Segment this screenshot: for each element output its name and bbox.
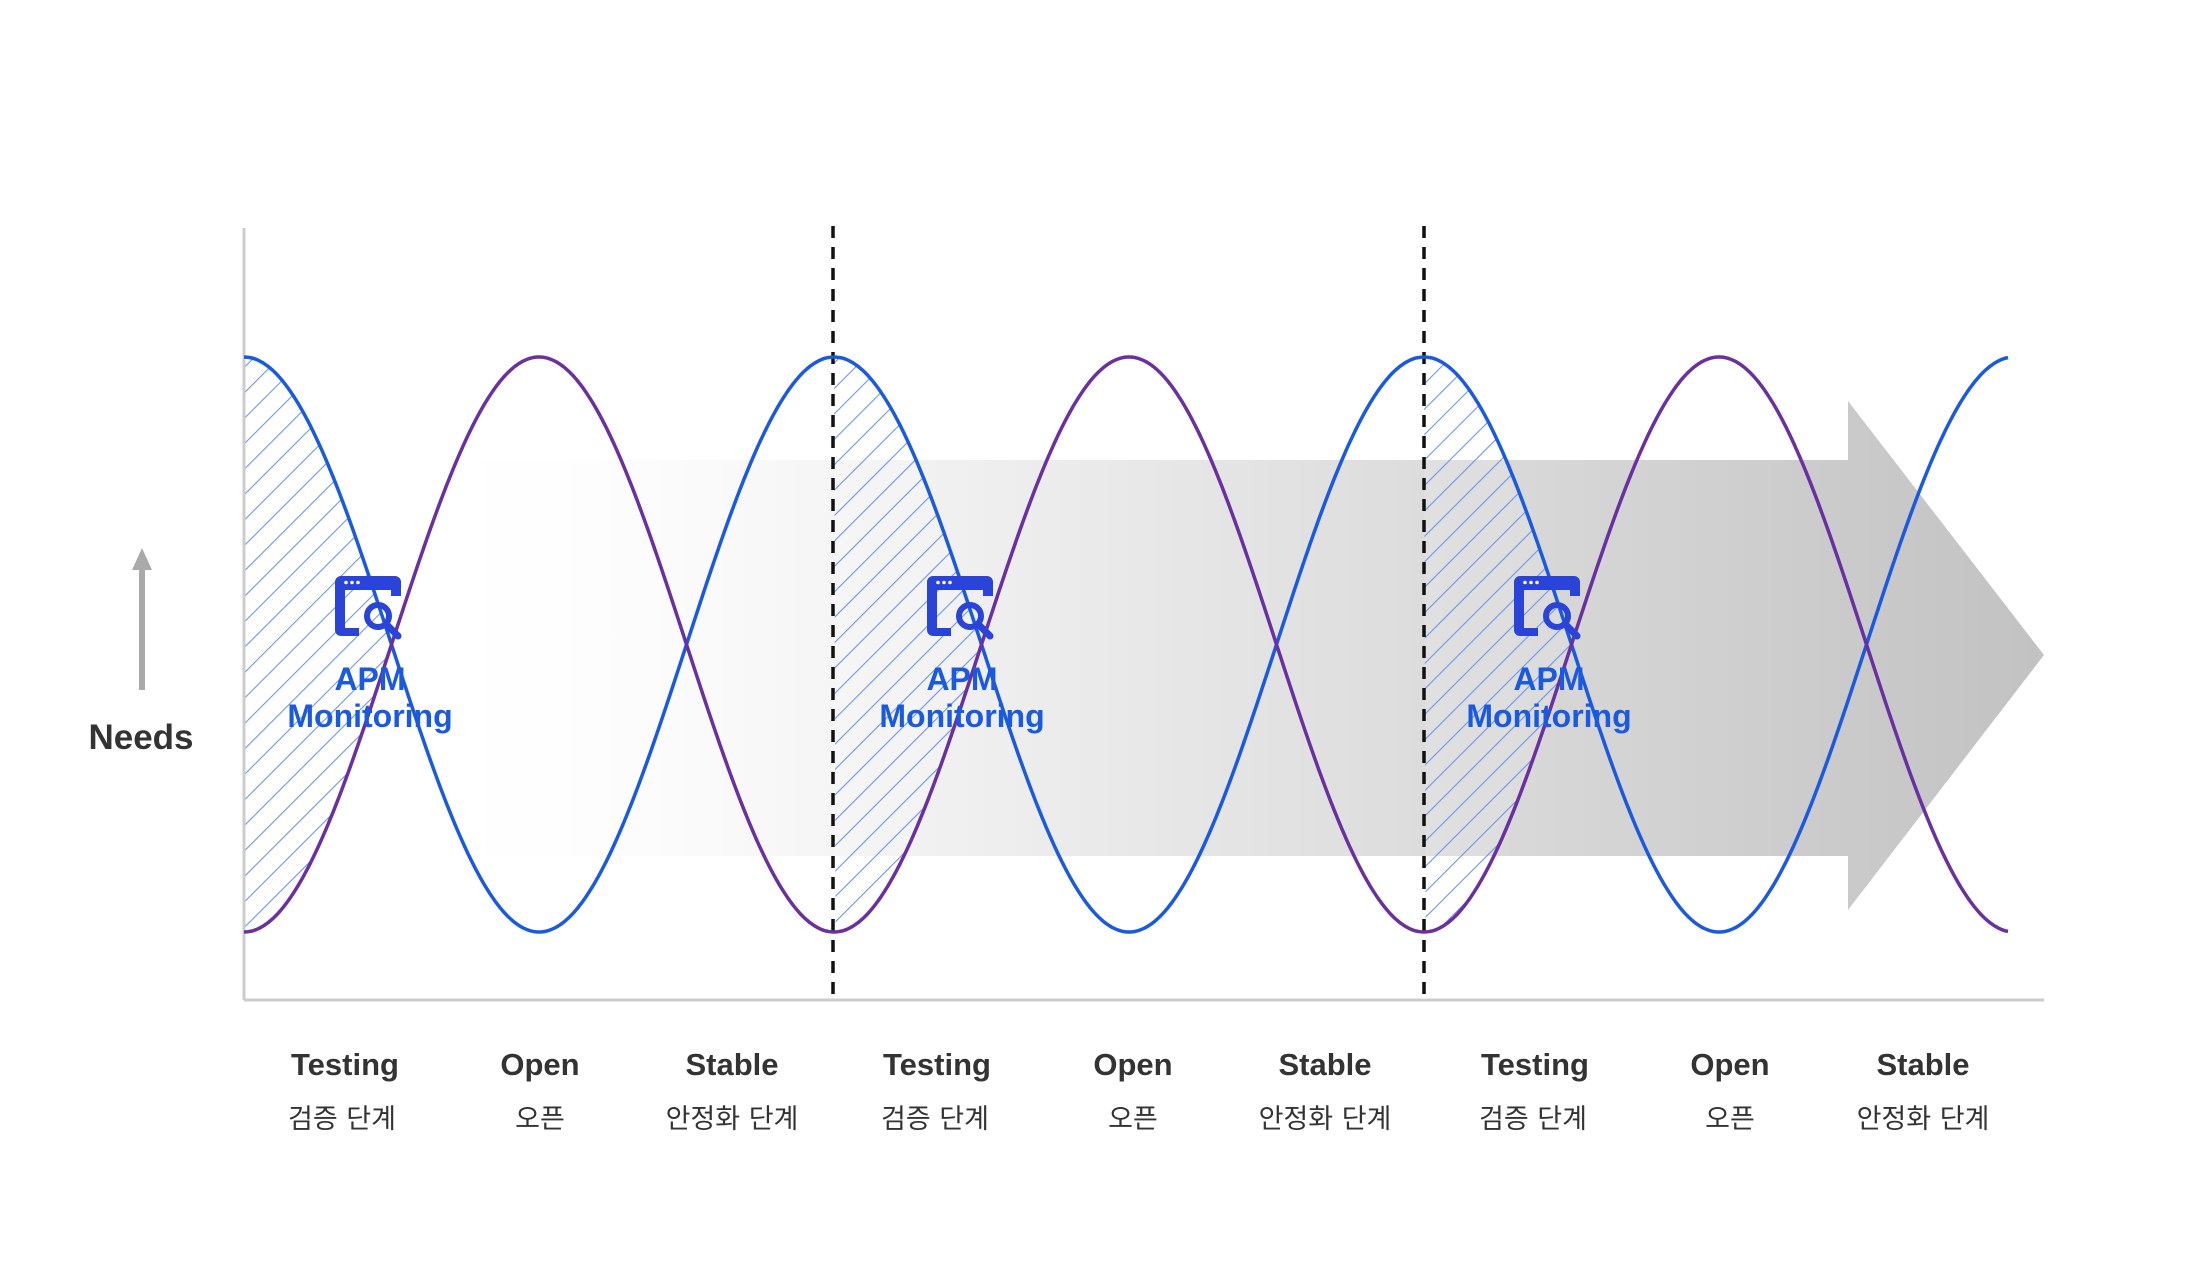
blue-needs-curve: [243, 355, 2009, 934]
apm-line2: Monitoring: [1466, 698, 1631, 734]
phase-ko-label: 안정화 단계: [1857, 1104, 1990, 1135]
needs-label: Needs: [88, 718, 193, 757]
phase-en-label: Open: [1093, 1047, 1172, 1082]
phase-ko-label: 검증 단계: [288, 1104, 396, 1135]
phase-ko-label: 안정화 단계: [666, 1104, 799, 1135]
progress-arrow: [400, 401, 2044, 910]
phase-en-label: Stable: [1876, 1047, 1969, 1082]
phase-ko-label: 안정화 단계: [1259, 1104, 1392, 1135]
phase-ko-label: 검증 단계: [881, 1104, 989, 1135]
purple-needs-curve: [243, 355, 2009, 934]
phase-labels: Testing 검증 단계 Open 오픈 Stable 안정화 단계 Test…: [288, 1047, 1989, 1135]
apm-line2: Monitoring: [287, 698, 452, 734]
apm-line2: Monitoring: [879, 698, 1044, 734]
phase-en-label: Testing: [1481, 1047, 1589, 1082]
apm-block-2: APM Monitoring: [879, 576, 1045, 734]
needs-arrow-icon: [132, 548, 152, 570]
apm-line1: APM: [334, 661, 405, 697]
apm-line1: APM: [1513, 661, 1584, 697]
phase-ko-label: 오픈: [1108, 1104, 1158, 1135]
phase-en-label: Open: [500, 1047, 579, 1082]
hatched-region: [834, 357, 982, 932]
phase-en-label: Open: [1690, 1047, 1769, 1082]
apm-block-3: APM Monitoring: [1466, 576, 1632, 734]
phase-ko-label: 오픈: [515, 1104, 565, 1135]
hatched-region: [1424, 357, 1572, 932]
phase-ko-label: 오픈: [1705, 1104, 1755, 1135]
apm-block-1: APM Monitoring: [287, 576, 453, 734]
phase-ko-label: 검증 단계: [1479, 1104, 1587, 1135]
phase-en-label: Testing: [291, 1047, 399, 1082]
phase-en-label: Testing: [883, 1047, 991, 1082]
hatched-region: [244, 357, 392, 932]
hatched-regions: [244, 357, 1572, 932]
phase-en-label: Stable: [1278, 1047, 1371, 1082]
phase-en-label: Stable: [685, 1047, 778, 1082]
apm-line1: APM: [926, 661, 997, 697]
